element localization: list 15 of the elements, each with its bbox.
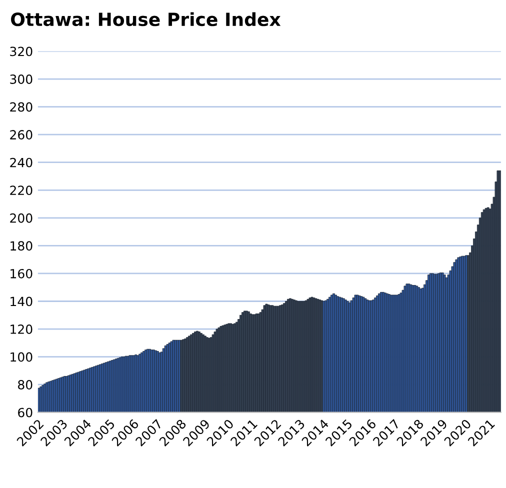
y-tick-label: 60	[18, 408, 32, 418]
y-tick-label: 180	[10, 241, 32, 251]
y-tick-label: 140	[10, 296, 32, 306]
y-tick-label: 220	[10, 186, 32, 196]
chart-title: Ottawa: House Price Index	[11, 12, 281, 26]
y-tick-label: 80	[18, 380, 32, 390]
y-tick-label: 100	[10, 352, 32, 362]
y-tick-label: 120	[10, 324, 32, 334]
y-tick-label: 280	[10, 102, 32, 112]
y-tick-label: 240	[10, 158, 32, 168]
y-tick-label: 160	[10, 268, 32, 278]
y-tick-label: 300	[10, 74, 32, 84]
y-tick-label: 260	[10, 130, 32, 140]
y-tick-label: 200	[10, 213, 32, 223]
y-tick-label: 320	[10, 46, 32, 56]
